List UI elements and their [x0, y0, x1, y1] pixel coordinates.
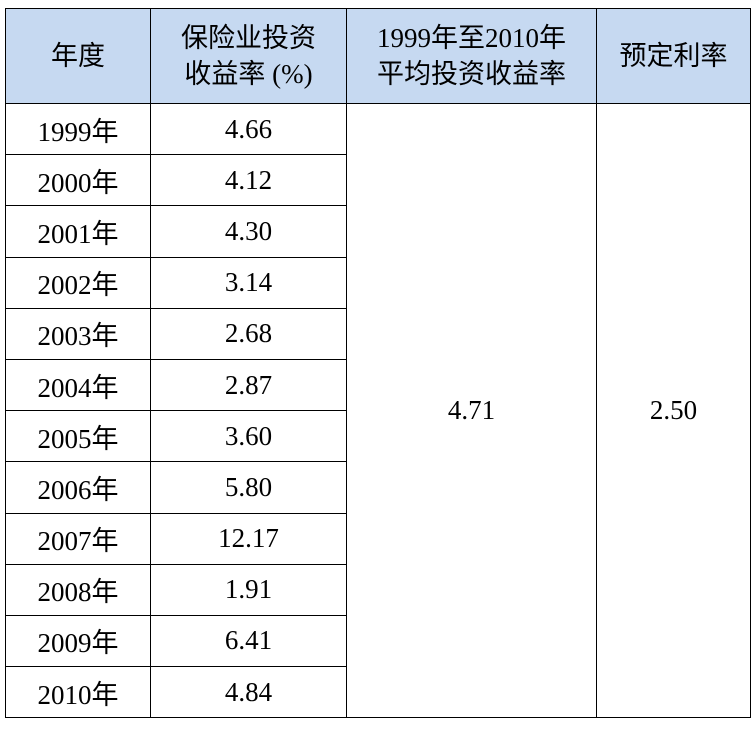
return-cell: 4.12 [150, 154, 347, 207]
year-cell: 2003年 [5, 307, 151, 360]
return-cell: 2.68 [150, 307, 347, 360]
year-cell: 2005年 [5, 410, 151, 463]
table-head: 年度 保险业投资 收益率 (%) 1999年至2010年 平均投资收益率 预定利率 [5, 8, 751, 104]
data-row: 2009年 6.41 [5, 614, 751, 668]
return-cell: 1.91 [150, 563, 347, 616]
return-cell: 3.14 [150, 256, 347, 309]
table-body: 1999年 4.66 4.71 2.50 2000年 4.12 2001年 4.30 2002年… [5, 102, 751, 719]
header-cell: 1999年至2010年 平均投资收益率 [346, 8, 597, 104]
year-cell: 2001年 [5, 205, 151, 258]
year-cell: 2007年 [5, 512, 151, 565]
return-cell: 3.60 [150, 410, 347, 463]
data-row: 2006年 5.80 [5, 461, 751, 514]
return-cell: 4.66 [150, 102, 347, 156]
year-cell: 2008年 [5, 563, 151, 616]
return-cell: 12.17 [150, 512, 347, 565]
header-row: 年度 保险业投资 收益率 (%) 1999年至2010年 平均投资收益率 预定利率 [5, 8, 751, 104]
year-cell: 2010年 [5, 666, 151, 719]
preset-rate-cell: 2.50 [596, 102, 751, 719]
data-row: 2010年 4.84 [5, 666, 751, 719]
return-cell: 2.87 [150, 358, 347, 412]
return-cell: 6.41 [150, 614, 347, 668]
year-cell: 2002年 [5, 256, 151, 309]
header-text: 平均投资收益率 [377, 59, 566, 89]
data-row: 2007年 12.17 [5, 512, 751, 565]
year-cell: 1999年 [5, 102, 151, 156]
header-cell: 预定利率 [596, 8, 751, 104]
return-cell: 5.80 [150, 461, 347, 514]
return-cell: 4.30 [150, 205, 347, 258]
data-row: 2004年 2.87 [5, 358, 751, 412]
data-row: 2008年 1.91 [5, 563, 751, 616]
data-row: 2005年 3.60 [5, 410, 751, 463]
return-cell: 4.84 [150, 666, 347, 719]
data-row: 2002年 3.14 [5, 256, 751, 309]
table: 年度 保险业投资 收益率 (%) 1999年至2010年 平均投资收益率 预定利率 199… [5, 8, 751, 719]
data-row: 2000年 4.12 [5, 154, 751, 207]
header-text: 1999年至2010年 [377, 23, 566, 53]
average-cell: 4.71 [346, 102, 597, 719]
year-cell: 2009年 [5, 614, 151, 668]
header-cell: 保险业投资收益率 (%) [150, 8, 347, 104]
header-text: 保险业投资 [181, 23, 316, 53]
year-cell: 2000年 [5, 154, 151, 207]
data-row: 1999年 4.66 4.71 2.50 [5, 102, 751, 719]
year-cell: 2004年 [5, 358, 151, 412]
header-cell: 年度 [5, 8, 151, 104]
header-text: 年度 [51, 41, 105, 71]
year-cell: 2006年 [5, 461, 151, 514]
header-text: 预定利率 [619, 41, 728, 71]
header-text: 收益率 (%) [184, 59, 313, 89]
